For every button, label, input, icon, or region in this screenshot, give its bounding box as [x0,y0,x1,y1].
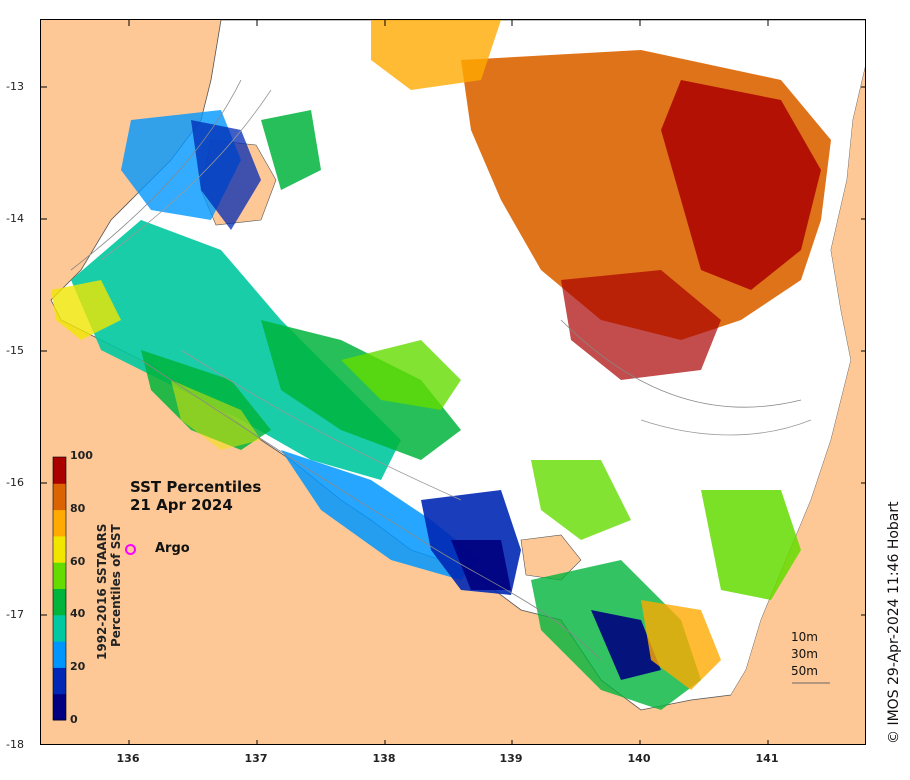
sst-map [41,20,865,744]
colorbar-segment [53,483,66,511]
map-title: SST Percentiles 21 Apr 2024 [130,478,261,514]
colorbar-segment [53,641,66,668]
lon-label-137: 137 [244,752,268,765]
colorbar-segment [53,693,66,721]
sst-patches [51,20,831,710]
patch-orange-top [371,20,501,90]
patch-green-center [531,460,631,540]
depth-10m: 10m [791,630,818,644]
lon-label-141: 141 [755,752,779,765]
lat-label-13: -13 [6,80,24,93]
inner-ticks [41,20,865,744]
lat-label-15: -15 [6,344,24,357]
patch-yellow-wcoast [171,380,261,450]
colorbar-frame [52,456,67,721]
colorbar-segment [53,588,66,616]
depth-50m: 50m [791,664,818,678]
lon-label-140: 140 [627,752,651,765]
colorbar-label-100: 100 [70,449,93,462]
lon-label-136: 136 [116,752,140,765]
argo-label: Argo [155,541,190,556]
patch-orange-se [641,600,721,690]
colorbar [52,456,67,721]
colorbar-label-80: 80 [70,502,86,515]
colorbar-title-2: Percentiles of SST [109,524,123,647]
colorbar-segment [53,667,66,695]
colorbar-segment [53,457,66,484]
colorbar-label-40: 40 [70,607,86,620]
colorbar-segment [53,614,66,642]
title-line-1: SST Percentiles [130,478,262,496]
patch-navy-deep [451,540,511,590]
patch-hot-ne [661,80,821,290]
contour-30m [100,89,812,501]
mornington-island [520,534,582,581]
lon-label-138: 138 [372,752,396,765]
patch-blue-dark-west [191,120,261,230]
lat-label-14: -14 [6,212,24,225]
patch-green-mid [261,320,461,460]
patch-navy-se [591,610,661,680]
colorbar-title-1: 1992-2016 SSTAARS [95,523,109,660]
colorbar-segment [53,535,66,563]
patch-green-nw [261,110,321,190]
patch-green-east [701,490,801,600]
patch-yellowgreen [341,340,461,410]
lat-label-17: -17 [6,608,24,621]
lat-label-18: -18 [6,738,24,751]
lat-label-16: -16 [6,476,24,489]
imos-credit: © IMOS 29-Apr-2024 11:46 Hobart [886,501,902,744]
patch-mixed-west [51,280,121,340]
contour-10m [70,79,802,661]
cape-york-land [731,68,865,744]
map-frame [40,19,866,745]
colorbar-label-0: 0 [70,713,78,726]
colorbar-label-20: 20 [70,660,86,673]
colorbar-label-60: 60 [70,555,86,568]
argo-marker-icon [125,544,136,555]
patch-hot-mid [561,270,721,380]
lon-label-139: 139 [499,752,523,765]
colorbar-segment [53,562,66,589]
depth-30m: 30m [791,647,818,661]
colorbar-segment [53,509,66,537]
title-line-2: 21 Apr 2024 [130,496,233,514]
